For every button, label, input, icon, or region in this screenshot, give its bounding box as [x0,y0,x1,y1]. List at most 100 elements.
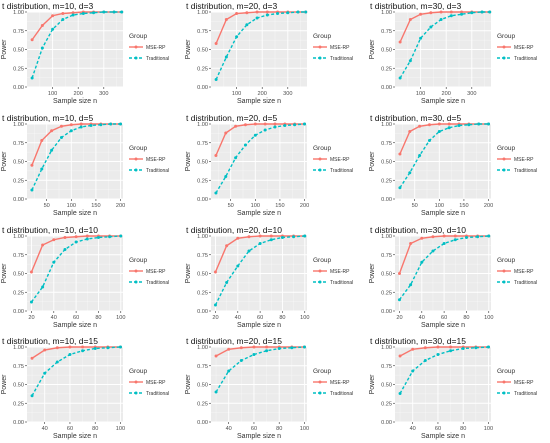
legend-label: MSE-RP [514,269,534,275]
x-tick-label: 100 [484,426,493,432]
legend-label: Traditional [146,168,169,174]
series-line-traditional [399,11,490,79]
y-axis-label: Power [1,263,8,284]
legend-label: MSE-RP [146,45,166,51]
x-tick-label: 150 [275,203,284,209]
legend-label: MSE-RP [330,380,350,386]
x-tick-label: 80 [463,315,469,321]
y-tick-label: 1.00 [381,234,392,240]
y-axis-label: Power [185,151,192,172]
y-tick-label: 1.00 [197,234,208,240]
data-point-mse-rp [437,122,441,126]
legend-key-point [502,56,506,60]
x-tick-label: 100 [116,315,125,321]
data-point-traditional [464,236,468,239]
y-tick-label: 0.50 [381,383,392,389]
legend-key-point [502,269,506,273]
data-point-mse-rp [63,236,67,239]
data-point-traditional [437,130,441,133]
data-point-traditional [30,188,34,192]
x-tick-label: 200 [258,91,267,97]
data-point-traditional [247,249,251,253]
data-point-traditional [214,78,218,81]
x-tick-label: 50 [412,203,418,209]
legend-label: MSE-RP [330,269,350,275]
y-tick-label: 0.25 [381,66,392,72]
legend-key-point [134,280,138,284]
data-point-mse-rp [50,129,54,133]
data-point-mse-rp [255,10,259,14]
series-line-traditional [215,346,305,393]
data-point-mse-rp [43,348,47,352]
chart-title: t distribution, m=30, d=10 [370,225,466,235]
chart-panel: t distribution, m=30, d=15 0.00 0.25 0.50 0.… [369,336,537,440]
x-tick-label: 100 [300,315,309,321]
chart-panel: t distribution, m=30, d=5 0.00 0.25 0.50 0.7… [369,113,537,217]
y-tick-label: 0.25 [13,401,24,407]
y-tick-label: 0.25 [13,66,24,72]
data-point-traditional [420,260,424,264]
data-point-traditional [43,371,47,375]
data-point-mse-rp [227,347,231,351]
data-point-traditional [292,235,296,239]
y-axis-label: Power [369,151,376,172]
x-tick-label: 150 [459,203,468,209]
data-point-mse-rp [40,139,44,142]
y-tick-label: 0.25 [381,401,392,407]
y-tick-label: 0.50 [381,48,392,54]
chart-title: t distribution, m=10, d=10 [2,225,98,235]
legend-title: Group [497,33,515,40]
x-tick-label: 60 [67,426,73,432]
x-tick-label: 40 [51,315,57,321]
data-point-traditional [89,124,93,127]
data-point-traditional [418,154,422,157]
data-point-traditional [447,126,451,130]
x-tick-label: 60 [441,315,447,321]
legend-key-point [318,56,322,60]
y-tick-label: 1.00 [197,10,208,16]
data-point-traditional [457,124,461,127]
data-point-traditional [79,125,83,129]
legend-title: Group [497,368,515,375]
y-tick-label: 1.00 [13,234,24,240]
data-point-traditional [92,11,96,15]
data-point-traditional [442,242,446,245]
data-point-mse-rp [224,131,228,135]
x-tick-label: 40 [42,426,48,432]
data-point-traditional [290,346,294,350]
data-point-traditional [225,281,229,284]
data-point-traditional [119,234,123,238]
data-point-traditional [476,235,480,239]
data-point-mse-rp [418,124,422,128]
series-line-traditional [399,346,489,394]
legend-key-point [502,168,506,172]
data-point-traditional [302,345,306,349]
y-tick-label: 0.75 [197,141,208,147]
data-point-traditional [429,25,433,29]
data-point-traditional [398,186,402,190]
y-axis-label: Power [185,39,192,60]
data-point-traditional [273,125,277,129]
data-point-traditional [431,249,435,253]
series-line-mse-rp [399,123,489,155]
data-point-mse-rp [449,345,453,349]
data-point-traditional [411,369,415,373]
y-tick-label: 0.75 [13,141,24,147]
chart-title: t distribution, m=30, d=5 [370,113,461,123]
data-point-traditional [243,143,247,147]
data-point-traditional [81,349,85,353]
data-point-traditional [30,76,34,80]
legend-title: Group [497,145,515,152]
legend-label: MSE-RP [514,157,534,163]
data-point-traditional [213,303,217,307]
data-point-mse-rp [453,234,457,238]
data-point-traditional [304,10,308,14]
legend-title: Group [129,145,147,152]
data-point-traditional [61,18,65,21]
data-point-traditional [263,128,267,132]
legend-key-point [134,391,138,395]
legend-key-point [134,168,138,172]
data-point-traditional [408,59,412,63]
x-tick-label: 100 [67,203,76,209]
